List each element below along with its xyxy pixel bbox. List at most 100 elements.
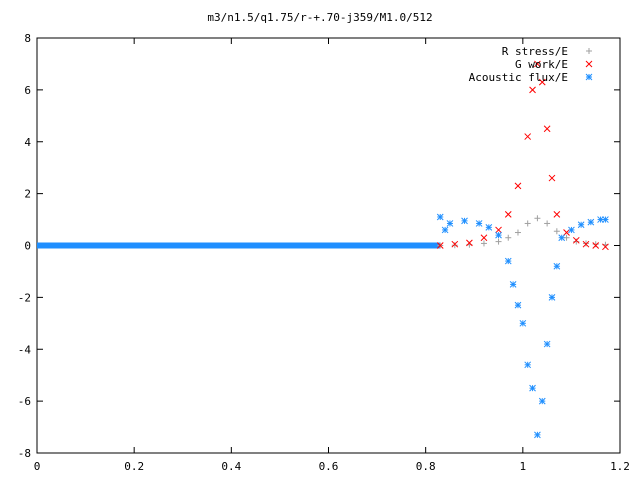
marker-stroke (514, 301, 522, 309)
marker-stroke (475, 220, 483, 227)
data-point (436, 242, 444, 249)
data-point (480, 234, 488, 242)
data-point (524, 220, 531, 227)
data-point (505, 234, 512, 241)
legend-label: G work/E (515, 58, 568, 71)
data-point (568, 226, 575, 234)
marker-stroke (436, 242, 444, 249)
data-point (548, 174, 556, 182)
marker-stroke (514, 182, 522, 190)
marker-stroke (592, 242, 600, 249)
y-tick-label: -2 (18, 291, 31, 304)
data-point (514, 229, 521, 236)
marker-stroke (543, 340, 551, 348)
data-point (524, 133, 532, 140)
data-point (602, 243, 609, 251)
marker-stroke (585, 73, 593, 81)
data-point (548, 294, 556, 301)
marker-stroke (548, 294, 556, 301)
chart-title: m3/n1.5/q1.75/r-+.70-j359/M1.0/512 (207, 11, 432, 24)
data-point (514, 301, 522, 309)
data-point (466, 239, 473, 247)
data-point (529, 86, 536, 94)
legend-marker (585, 73, 593, 81)
marker-stroke (504, 257, 512, 265)
data-point (553, 262, 561, 270)
marker-stroke (524, 361, 532, 369)
marker-stroke (495, 231, 502, 239)
data-point (524, 361, 532, 369)
data-point (475, 220, 483, 227)
data-point (504, 257, 512, 265)
marker-stroke (461, 217, 468, 225)
data-point (538, 397, 546, 405)
data-point (573, 238, 580, 245)
marker-stroke (480, 234, 488, 242)
data-point (509, 281, 517, 288)
data-point (504, 211, 512, 218)
marker-stroke (568, 226, 575, 234)
data-point (485, 223, 493, 231)
data-point (602, 216, 609, 223)
data-marks (37, 60, 609, 439)
x-tick-label: 0 (34, 460, 41, 473)
marker-stroke (543, 125, 551, 133)
data-point (529, 384, 536, 392)
data-point (451, 242, 458, 249)
data-point (544, 220, 551, 227)
marker-stroke (529, 86, 536, 94)
data-point (543, 340, 551, 348)
y-tick-label: -4 (18, 343, 32, 356)
marker-stroke (509, 281, 517, 288)
marker-stroke (577, 221, 585, 229)
legend-label: Acoustic flux/E (469, 71, 568, 84)
marker-stroke (436, 213, 444, 221)
data-point (553, 211, 561, 218)
x-tick-label: 0.2 (124, 460, 144, 473)
data-point (592, 241, 599, 248)
marker-stroke (602, 216, 609, 223)
data-point (534, 215, 541, 222)
marker-stroke (538, 78, 546, 86)
marker-stroke (485, 223, 493, 231)
x-tick-label: 1.2 (610, 460, 630, 473)
marker-stroke (519, 319, 527, 327)
marker-stroke (524, 133, 532, 140)
axis-ticks: 0 0.2 0.4 0.6 0.8 1 1.2 8 6 4 2 0 -2 -4 -6 -8 (18, 32, 630, 473)
y-tick-label: 8 (24, 32, 31, 45)
marker-stroke (553, 262, 561, 270)
data-point (543, 125, 551, 133)
data-point (451, 240, 459, 248)
marker-stroke (585, 60, 593, 68)
y-tick-label: 4 (24, 136, 31, 149)
data-point (538, 78, 546, 86)
data-point (495, 238, 502, 245)
marker-stroke (534, 431, 541, 439)
data-point (582, 240, 590, 248)
marker-stroke (446, 220, 454, 227)
marker-stroke (558, 234, 566, 242)
legend-marker (586, 48, 592, 54)
marker-stroke (563, 229, 570, 236)
data-point (441, 226, 449, 234)
x-tick-label: 0.4 (221, 460, 241, 473)
data-point (534, 60, 541, 68)
y-tick-label: -8 (18, 447, 31, 460)
marker-stroke (572, 236, 580, 244)
y-tick-label: 0 (24, 240, 31, 253)
marker-stroke (529, 384, 536, 392)
x-tick-label: 1 (520, 460, 527, 473)
baseline-markers (37, 242, 441, 249)
data-point (563, 229, 570, 236)
legend-label: R stress/E (502, 45, 568, 58)
data-point (582, 240, 589, 247)
marker-stroke (466, 239, 473, 247)
data-point (480, 240, 487, 247)
data-point (514, 182, 522, 190)
data-point (519, 319, 527, 327)
marker-stroke (504, 211, 512, 218)
marker-stroke (602, 243, 609, 251)
data-point (553, 228, 560, 235)
